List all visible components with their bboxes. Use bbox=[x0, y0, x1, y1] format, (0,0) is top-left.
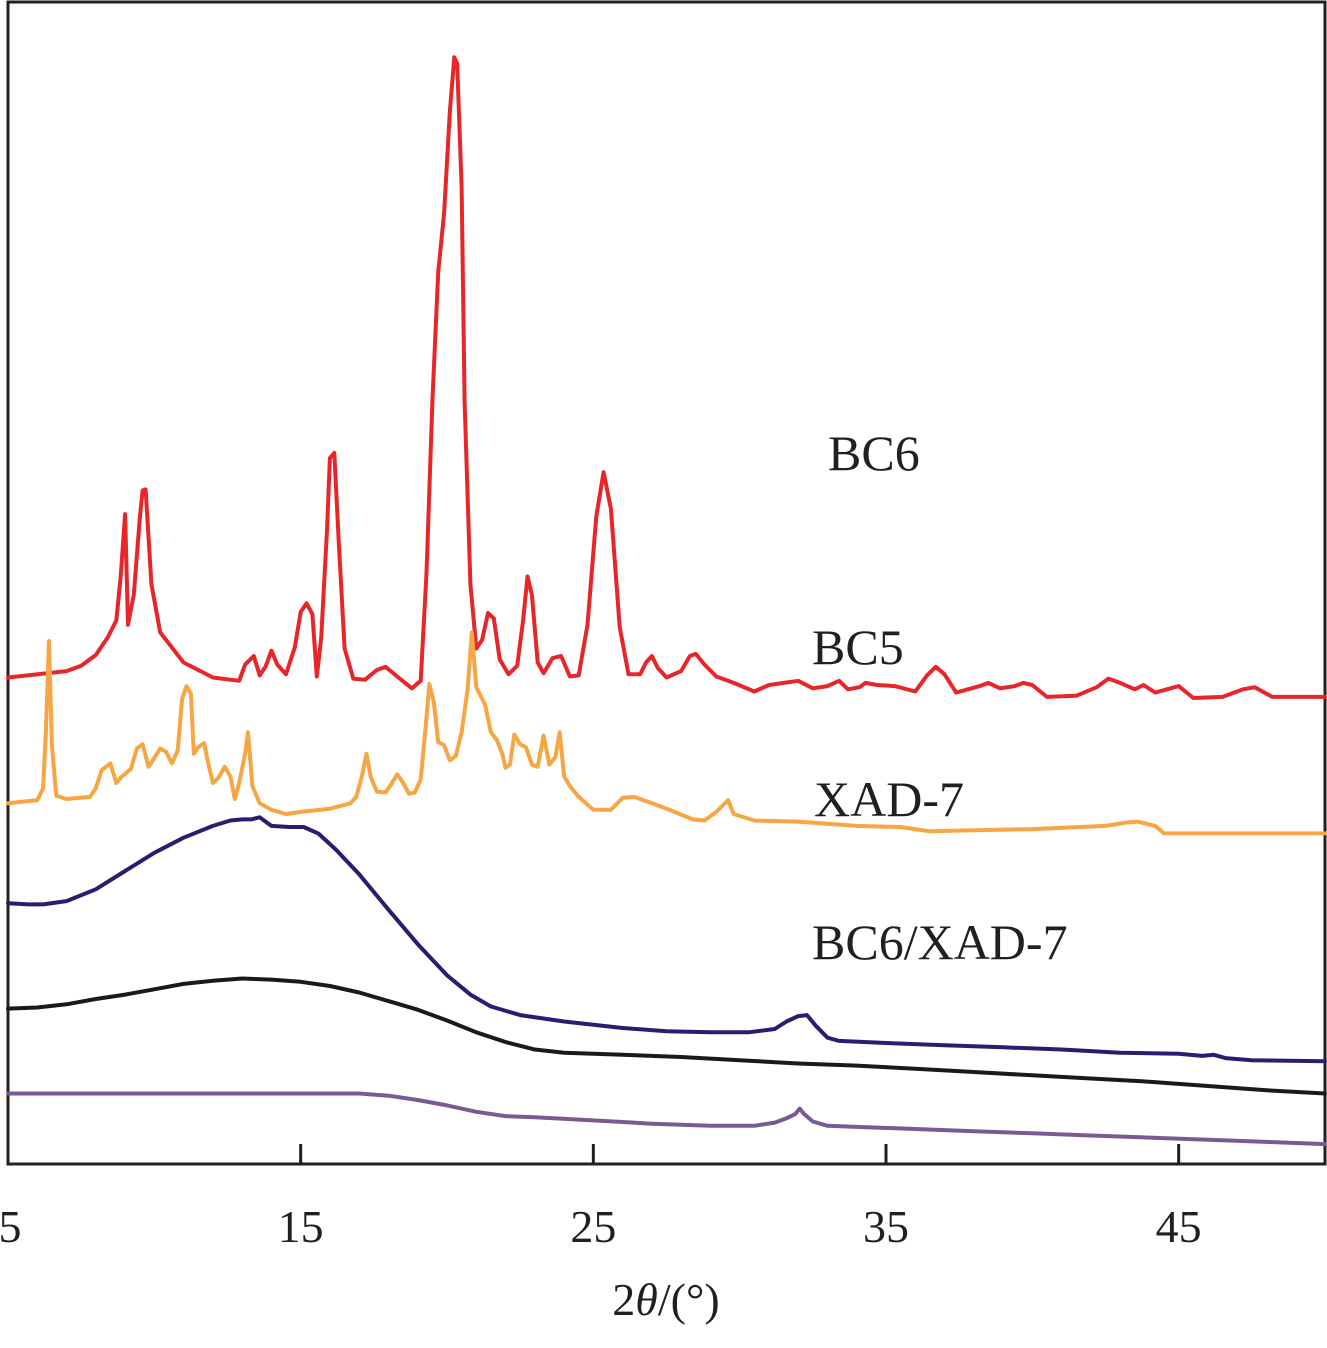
plot-area-border bbox=[6, 0, 1327, 1166]
series-label-bc5: BC5 bbox=[812, 619, 904, 675]
x-tick-label: 5 bbox=[0, 1201, 22, 1252]
x-axis-title-suffix: /(°) bbox=[658, 1274, 720, 1325]
x-axis-title: 2θ/(°) bbox=[612, 1274, 719, 1325]
series-labels: BC6 BC5 XAD-7 BC6/XAD-7 bbox=[812, 425, 1068, 970]
series-line-unlabeled-4 bbox=[6, 1091, 1327, 1147]
x-axis-title-prefix: 2 bbox=[612, 1274, 635, 1325]
x-tick-label: 45 bbox=[1156, 1201, 1202, 1252]
x-axis-title-theta: θ bbox=[635, 1274, 658, 1325]
x-tick-label: 35 bbox=[863, 1201, 909, 1252]
plot-frame bbox=[6, 0, 1327, 1166]
x-axis-ticks: 5 15 25 35 45 bbox=[0, 1144, 1202, 1252]
series-group bbox=[6, 55, 1327, 1147]
series-label-bc6: BC6 bbox=[828, 425, 920, 481]
series-line-bc5 bbox=[6, 630, 1327, 836]
series-label-xad-7: XAD-7 bbox=[814, 771, 964, 827]
x-tick-label: 25 bbox=[570, 1201, 616, 1252]
series-line-xad-7 bbox=[6, 815, 1327, 1064]
series-line-bc6-xad-7 bbox=[6, 976, 1327, 1096]
x-tick-label: 15 bbox=[278, 1201, 324, 1252]
series-label-bc6-xad-7: BC6/XAD-7 bbox=[812, 914, 1068, 970]
series-line-bc6 bbox=[6, 55, 1327, 700]
